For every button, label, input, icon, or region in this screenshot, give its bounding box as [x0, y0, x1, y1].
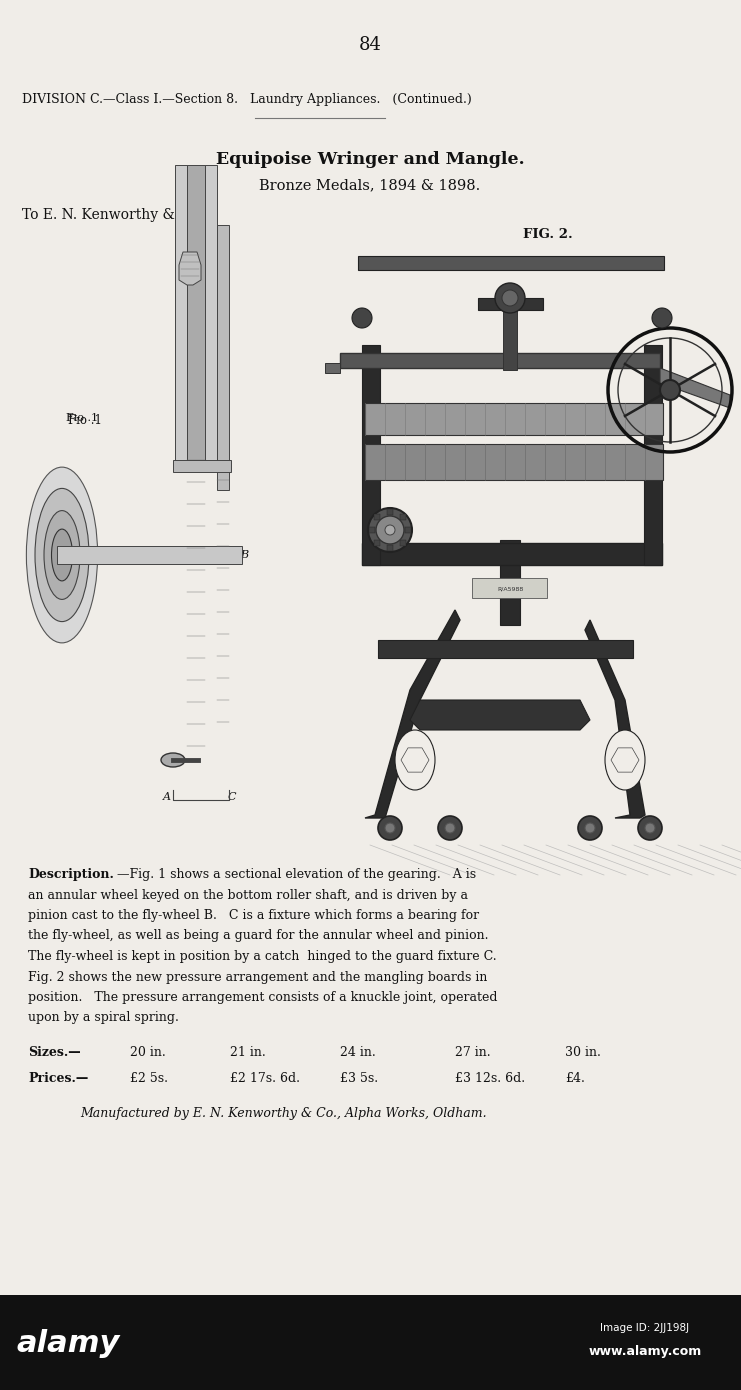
Text: 30 in.: 30 in. [565, 1047, 601, 1059]
Text: Fɪᴏ .1: Fɪᴏ .1 [66, 413, 98, 423]
Bar [365, 443, 663, 480]
Text: Prices.—: Prices.— [28, 1073, 88, 1086]
Text: position.   The pressure arrangement consists of a knuckle joint, operated: position. The pressure arrangement consi… [28, 991, 497, 1004]
Circle shape [585, 823, 595, 833]
Polygon shape [611, 748, 639, 771]
Text: The fly-wheel is kept in position by a catch  hinged to the guard fixture C.: The fly-wheel is kept in position by a c… [28, 949, 496, 963]
Circle shape [660, 379, 680, 400]
Polygon shape [660, 368, 730, 409]
Circle shape [376, 516, 404, 543]
Text: DIVISION C.—Class I.—Section 8.   Laundry Appliances.   (Continued.): DIVISION C.—Class I.—Section 8. Laundry … [22, 93, 472, 107]
Bar [0, 1295, 741, 1390]
Polygon shape [365, 610, 460, 817]
Circle shape [445, 823, 455, 833]
Text: 24 in.: 24 in. [340, 1047, 376, 1059]
Bar [340, 353, 660, 368]
Text: Fɪᴏ .1: Fɪᴏ .1 [68, 413, 102, 427]
Text: 27 in.: 27 in. [455, 1047, 491, 1059]
Polygon shape [585, 620, 645, 817]
Bar [175, 165, 187, 470]
Text: £2 17s. 6d.: £2 17s. 6d. [230, 1073, 300, 1086]
Ellipse shape [395, 730, 435, 790]
Text: Image ID: 2JJ198J: Image ID: 2JJ198J [600, 1323, 690, 1333]
Bar [500, 539, 520, 626]
Text: Bronze Medals, 1894 & 1898.: Bronze Medals, 1894 & 1898. [259, 178, 481, 192]
Circle shape [652, 309, 672, 328]
Text: Sizes.—: Sizes.— [28, 1047, 81, 1059]
Text: A: A [163, 792, 171, 802]
Text: the fly-wheel, as well as being a guard for the annular wheel and pinion.: the fly-wheel, as well as being a guard … [28, 930, 488, 942]
Circle shape [495, 284, 525, 313]
Ellipse shape [605, 730, 645, 790]
Bar [374, 514, 380, 520]
Text: B: B [240, 550, 248, 560]
Text: Manufactured by E. N. Kenworthy & Co., Alpha Works, Oldham.: Manufactured by E. N. Kenworthy & Co., A… [80, 1106, 487, 1120]
Circle shape [352, 309, 372, 328]
Text: C: C [227, 792, 236, 802]
Bar [503, 310, 517, 370]
Text: Description.: Description. [28, 867, 114, 881]
Text: £3 12s. 6d.: £3 12s. 6d. [455, 1073, 525, 1086]
Ellipse shape [52, 530, 73, 581]
Polygon shape [401, 748, 429, 771]
Polygon shape [410, 701, 590, 730]
Bar [387, 545, 393, 550]
Text: £4.: £4. [565, 1073, 585, 1086]
Bar [362, 543, 662, 564]
Text: an annular wheel keyed on the bottom roller shaft, and is driven by a: an annular wheel keyed on the bottom rol… [28, 888, 468, 902]
Circle shape [578, 816, 602, 840]
Circle shape [385, 525, 395, 535]
Circle shape [385, 823, 395, 833]
Bar [405, 527, 411, 532]
Text: upon by a spiral spring.: upon by a spiral spring. [28, 1012, 179, 1024]
Text: —Fig. 1 shows a sectional elevation of the gearing.   A is: —Fig. 1 shows a sectional elevation of t… [117, 867, 476, 881]
Circle shape [438, 816, 462, 840]
Ellipse shape [27, 467, 98, 642]
Circle shape [502, 291, 518, 306]
Bar [205, 165, 217, 470]
Bar [365, 403, 663, 435]
Circle shape [638, 816, 662, 840]
Bar [217, 225, 229, 491]
Bar [478, 297, 543, 310]
Text: 21 in.: 21 in. [230, 1047, 266, 1059]
Ellipse shape [161, 753, 185, 767]
Bar [472, 578, 547, 598]
Bar [644, 345, 662, 564]
Ellipse shape [35, 488, 89, 621]
Bar [57, 546, 242, 564]
Text: Equipoise Wringer and Mangle.: Equipoise Wringer and Mangle. [216, 152, 525, 168]
Text: www.alamy.com: www.alamy.com [588, 1346, 702, 1358]
Polygon shape [179, 252, 201, 285]
Ellipse shape [44, 510, 80, 599]
Bar [187, 165, 205, 470]
Bar [358, 256, 664, 270]
Circle shape [378, 816, 402, 840]
Circle shape [645, 823, 655, 833]
Text: pinion cast to the fly-wheel B.   C is a fixture which forms a bearing for: pinion cast to the fly-wheel B. C is a f… [28, 909, 479, 922]
Text: FIG. 2.: FIG. 2. [523, 228, 573, 242]
Bar [173, 460, 231, 473]
Text: £2 5s.: £2 5s. [130, 1073, 168, 1086]
Text: R/A5988: R/A5988 [497, 587, 523, 592]
Bar [378, 639, 633, 657]
Text: 20 in.: 20 in. [130, 1047, 166, 1059]
Bar [387, 509, 393, 516]
Text: 84: 84 [359, 36, 382, 54]
Bar [362, 345, 380, 564]
Bar [374, 539, 380, 546]
Text: To E. N. Kenworthy & Co.: To E. N. Kenworthy & Co. [22, 208, 202, 222]
Bar [399, 514, 406, 520]
Bar [325, 363, 340, 373]
Text: alamy: alamy [16, 1329, 120, 1358]
Text: £3 5s.: £3 5s. [340, 1073, 378, 1086]
Text: Fig. 2 shows the new pressure arrangement and the mangling boards in: Fig. 2 shows the new pressure arrangemen… [28, 970, 488, 984]
Bar [399, 539, 406, 546]
Bar [369, 527, 375, 532]
Circle shape [368, 507, 412, 552]
